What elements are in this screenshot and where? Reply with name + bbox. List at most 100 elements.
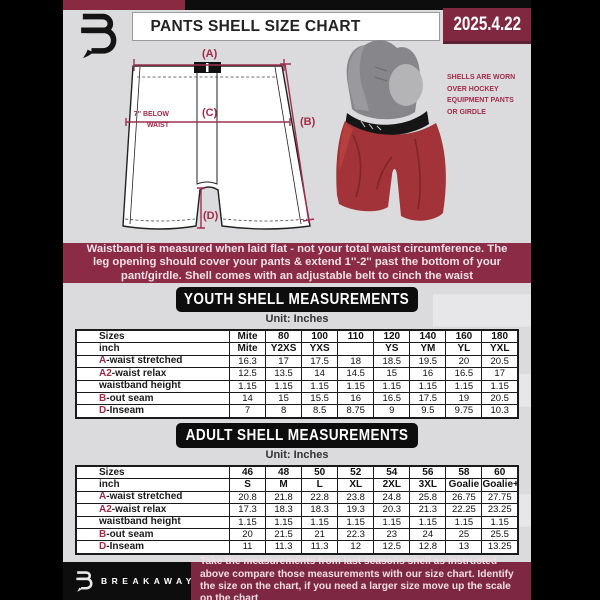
shorts-diagram [122,59,315,230]
table-cell: 1.15 [265,515,303,529]
table-cell: 17.5 [409,391,447,406]
table-row: Sizes Mite 80 100 110 120 140 160 180 [75,329,519,344]
row-label: waistband height [75,515,230,529]
table-cell: 20 [228,527,267,542]
table-cell: 25.5 [481,527,519,542]
table-cell: 22.8 [301,490,339,505]
table-cell: 8.75 [337,404,375,419]
table-cell: 17.5 [301,354,339,369]
dim-label-b: (B) [300,116,316,128]
table-cell: 20.8 [228,490,267,505]
table-cell: 50 [301,465,339,480]
table-cell: 12.5 [373,540,411,555]
youth-section-banner: YOUTH SHELL MEASUREMENTS [176,287,418,312]
row-label: A2-waist relax [75,503,230,517]
table-cell: 23.8 [337,490,375,505]
top-strip [63,0,531,10]
table-cell: 48 [265,465,303,480]
table-cell: 7 [228,404,267,419]
table-cell: Y2XS [265,342,303,356]
footer-note-text: Take the measurements from last seasons … [200,556,514,600]
table-cell: 9 [373,404,411,419]
measurement-diagram: (A) (C) (B) (D) 7'' BELOW WAIST SHELLS A… [63,40,531,243]
table-cell: Goalie [445,478,483,492]
table-cell: 54 [373,465,411,480]
table-cell: 12.5 [228,367,267,381]
table-cell: 22.25 [445,503,483,517]
dim-label-a: (A) [202,48,218,60]
table-row: A2-waist relax 17.3 18.3 18.3 19.3 20.3 21.3 22… [75,503,519,517]
table-cell: 15.5 [301,391,339,406]
table-cell: 1.15 [481,515,519,529]
row-label: A2-waist relax [75,367,230,381]
table-cell: M [265,478,303,492]
adult-table: Sizes 46 48 50 52 54 56 58 60 inch S M L XL 2XL 3XL Goal… [75,465,519,555]
table-cell: 19 [445,391,483,406]
table-cell: 25.8 [409,490,447,505]
table-cell: 80 [265,329,303,344]
footer-note: Take the measurements from last seasons … [191,556,531,600]
table-cell: 60 [481,465,519,480]
table-cell: 58 [445,465,483,480]
table-cell: 9.75 [445,404,483,419]
waist-note-line2: WAIST [146,122,169,130]
row-label: inch [75,478,230,492]
table-cell: 19.5 [409,354,447,369]
dim-label-c: (C) [202,107,218,119]
table-cell: 13.25 [481,540,519,555]
table-row: B-out seam 14 15 15.5 16 16.5 17.5 19 20.5 [75,391,519,406]
table-cell: 20.5 [481,391,519,406]
table-cell: 19.3 [337,503,375,517]
shell-photo-note: SHELLS ARE WORN OVER HOCKEY EQUIPMENT PA… [447,74,516,116]
table-cell: S [228,478,267,492]
row-label: D-Inseam [75,540,230,555]
table-cell: 18.3 [301,503,339,517]
table-cell: 13 [445,540,483,555]
top-strip-accent [63,0,185,10]
youth-section-title: YOUTH SHELL MEASUREMENTS [184,290,410,308]
table-cell: 15 [373,367,411,381]
table-cell: 14 [228,391,267,406]
table-row: inch Mite Y2XS YXS YS YM YL YXL [75,342,519,356]
table-cell: 12 [337,540,375,555]
table-cell: 21.5 [265,527,303,542]
table-row: B-out seam 20 21.5 21 22.3 23 24 25 25.5 [75,527,519,542]
row-label-prefix: D [99,405,107,417]
table-cell: L [301,478,339,492]
table-cell: 16 [337,391,375,406]
adult-unit-label: Unit: Inches [265,449,329,461]
table-cell: YS [373,342,411,356]
table-cell: 56 [409,465,447,480]
table-row: A-waist stretched 16.3 17 17.5 18 18.5 19.5 20 2… [75,354,519,369]
date-text: 2025.4.22 [453,13,521,35]
table-cell: 27.75 [481,490,519,505]
table-cell: 11.3 [301,540,339,555]
table-cell: 21.8 [265,490,303,505]
content-panel: PANTS SHELL SIZE CHART 2025.4.22 [63,0,531,600]
table-cell: 52 [337,465,375,480]
table-cell: 1.15 [409,515,447,529]
table-cell: 22.3 [337,527,375,542]
table-cell: 140 [409,329,447,344]
table-cell: 1.15 [373,379,411,393]
table-row: A2-waist relax 12.5 13.5 14 14.5 15 16 16.5 17 [75,367,519,381]
table-cell: 16.5 [373,391,411,406]
footer-brand-text: BREAKAWAY [101,576,196,586]
table-cell: 160 [445,329,483,344]
table-row: D-Inseam 11 11.3 11.3 12 12.5 12.8 13 13.25 [75,540,519,555]
table-cell: 15 [265,391,303,406]
table-cell: 21.3 [409,503,447,517]
table-cell: 25 [445,527,483,542]
dim-label-d: (D) [203,210,219,222]
table-cell [337,342,375,356]
table-cell: 23 [373,527,411,542]
row-label-prefix: A2 [99,503,112,515]
row-label-prefix: A2 [99,367,112,379]
table-cell: 14 [301,367,339,381]
table-cell: 16.3 [228,354,267,369]
table-row: waistband height 1.15 1.15 1.15 1.15 1.15 1.15… [75,515,519,529]
table-cell: 1.15 [301,515,339,529]
table-cell: 11.3 [265,540,303,555]
table-cell: XL [337,478,375,492]
table-cell: Mite [228,342,267,356]
